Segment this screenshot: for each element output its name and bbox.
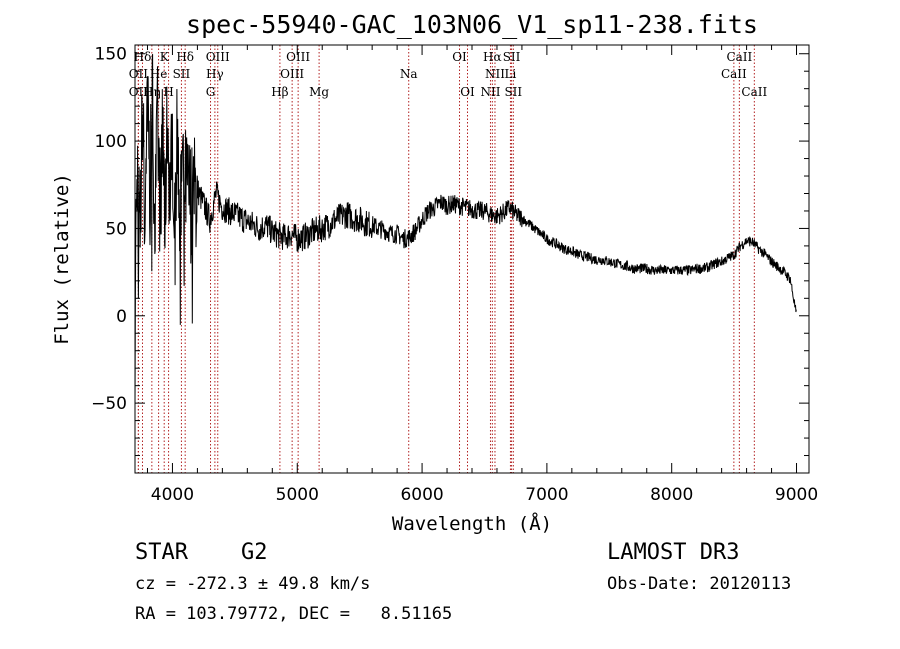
line-label: Hβ xyxy=(271,85,288,99)
line-label: Hδ xyxy=(134,50,152,64)
line-label: Li xyxy=(505,67,517,81)
line-label: SII xyxy=(173,67,191,81)
line-label: OI xyxy=(460,85,475,99)
line-label: Hα xyxy=(483,50,502,64)
y-tick-label: 50 xyxy=(105,219,127,239)
plot-frame xyxy=(134,44,810,474)
line-label: OII xyxy=(129,85,149,99)
line-label: H xyxy=(163,85,173,99)
line-label: CaII xyxy=(721,67,747,81)
line-label: OIII xyxy=(206,50,230,64)
line-label: OII xyxy=(129,67,149,81)
obs-date-label: Obs-Date: 20120113 xyxy=(607,574,792,594)
line-label: Mg xyxy=(309,85,329,99)
coords-label: RA = 103.79772, DEC = 8.51165 xyxy=(135,604,453,624)
x-tick-label: 8000 xyxy=(650,485,693,505)
line-markers xyxy=(137,45,755,473)
chart-title: spec-55940-GAC_103N06_V1_sp11-238.fits xyxy=(186,10,758,39)
line-label: Hγ xyxy=(206,67,224,81)
line-label: K xyxy=(160,50,170,64)
y-tick-label: 0 xyxy=(116,307,127,327)
line-label: NII xyxy=(480,85,500,99)
y-tick-label: 100 xyxy=(95,132,127,152)
x-tick-label: 4000 xyxy=(151,485,194,505)
x-tick-label: 5000 xyxy=(276,485,319,505)
line-label: OIII xyxy=(286,50,310,64)
line-label: CaII xyxy=(726,50,752,64)
line-label: OIII xyxy=(280,67,304,81)
classification-label: STAR G2 xyxy=(135,540,268,565)
y-tick-label: −50 xyxy=(91,394,127,414)
spectrum-series xyxy=(134,54,797,406)
velocity-label: cz = -272.3 ± 49.8 km/s xyxy=(135,574,371,594)
y-axis-label: Flux (relative) xyxy=(51,173,73,345)
line-label: NII xyxy=(485,67,505,81)
survey-label: LAMOST DR3 xyxy=(607,540,740,565)
x-tick-label: 9000 xyxy=(775,485,818,505)
line-label: SII xyxy=(503,50,521,64)
axis-ticks: 4000 5000 6000 7000 8000 9000 −50 0 50 100 150 xyxy=(91,45,818,505)
line-label: Na xyxy=(400,67,418,81)
spectrum-line xyxy=(134,54,797,406)
x-axis-label: Wavelength (Å) xyxy=(392,512,552,535)
line-label: CaII xyxy=(741,85,767,99)
line-label: Hδ xyxy=(176,50,194,64)
line-label: G xyxy=(206,85,216,99)
y-tick-label: 150 xyxy=(95,45,127,65)
x-tick-label: 7000 xyxy=(525,485,568,505)
line-label: He xyxy=(150,67,168,81)
line-label: OI xyxy=(452,50,467,64)
x-tick-label: 6000 xyxy=(400,485,443,505)
line-label: SII xyxy=(504,85,522,99)
